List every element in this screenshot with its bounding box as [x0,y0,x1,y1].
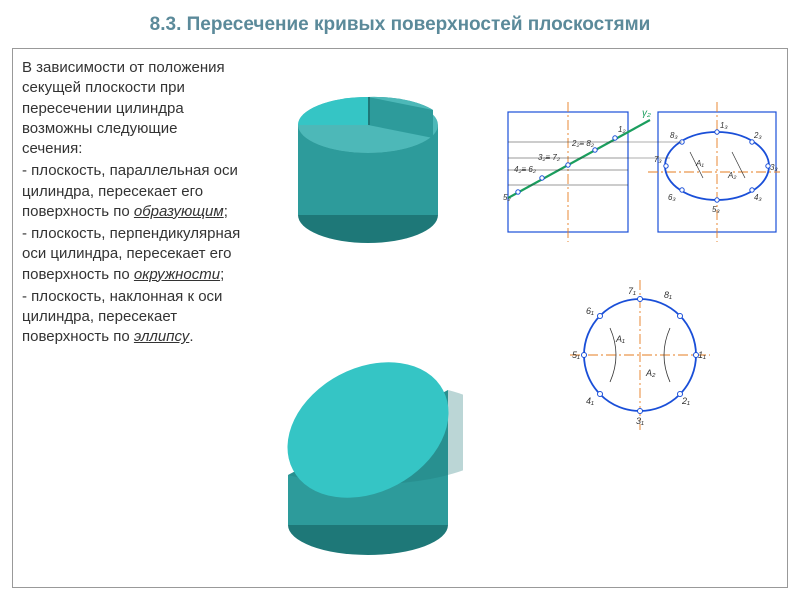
front-side-projection: γ₂ 1₂ 2₂≡ 8₂ 3₂≡ 7₂ 4₂≡ 6₂ 5₂ 1₃ 2₃ 3₃ 4… [500,100,780,250]
case2: - плоскость, перпендикулярная оси цилинд… [22,224,242,285]
svg-text:1₃: 1₃ [720,121,728,130]
intro-text: В зависимости от положения секущей плоск… [22,58,242,159]
svg-text:A₂: A₂ [645,368,656,378]
svg-text:4₁: 4₁ [586,396,594,406]
svg-text:5₁: 5₁ [572,350,580,360]
svg-text:1₂: 1₂ [618,125,626,134]
svg-text:5₃: 5₃ [712,205,720,214]
svg-text:3₁: 3₁ [636,416,644,426]
svg-text:3₂≡ 7₂: 3₂≡ 7₂ [538,153,560,162]
svg-text:γ₂: γ₂ [642,108,651,119]
svg-text:7₁: 7₁ [628,286,636,296]
svg-text:4₂≡ 6₂: 4₂≡ 6₂ [514,165,536,174]
technical-drawings: γ₂ 1₂ 2₂≡ 8₂ 3₂≡ 7₂ 4₂≡ 6₂ 5₂ 1₃ 2₃ 3₃ 4… [500,60,780,580]
svg-text:7₃: 7₃ [654,155,662,164]
svg-text:2₁: 2₁ [681,396,690,406]
svg-text:8₁: 8₁ [664,290,672,300]
case3: - плоскость, наклонная к оси цилиндра, п… [22,287,242,348]
svg-text:2₂≡ 8₂: 2₂≡ 8₂ [571,139,594,148]
svg-text:A₁: A₁ [695,159,704,168]
case1: - плоскость, параллельная оси цилиндра, … [22,161,242,222]
top-projection: 7₁ 8₁ 6₁ 1₁ 2₁ 3₁ 4₁ 5₁ A₁ A₂ [570,280,710,430]
svg-text:8₃: 8₃ [670,131,678,140]
svg-text:4₃: 4₃ [754,193,762,202]
svg-text:A₁: A₁ [615,334,625,344]
svg-text:A₂: A₂ [727,171,736,180]
cylinder-figures [258,60,478,580]
svg-text:6₃: 6₃ [668,193,676,202]
cylinder-cut-parallel-icon [288,70,448,250]
svg-text:1₁: 1₁ [698,350,706,360]
svg-text:6₁: 6₁ [586,306,594,316]
slide-title: 8.3. Пересечение кривых поверхностей пло… [0,14,800,36]
cylinder-cut-oblique-icon [273,300,463,560]
svg-text:3₃: 3₃ [770,163,778,172]
explanation-text: В зависимости от положения секущей плоск… [22,58,242,350]
svg-text:5₂: 5₂ [503,193,511,202]
svg-text:2₃: 2₃ [753,131,762,140]
